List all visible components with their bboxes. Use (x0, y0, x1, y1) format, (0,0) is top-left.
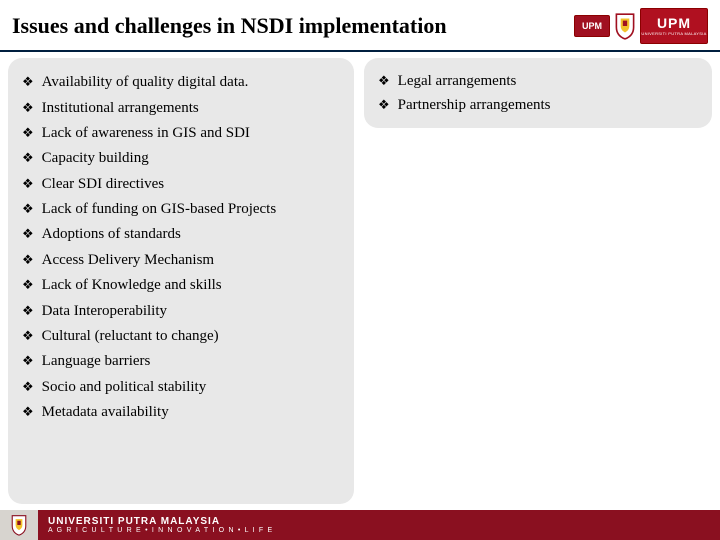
diamond-bullet-icon: ❖ (22, 149, 34, 167)
diamond-bullet-icon: ❖ (22, 200, 34, 218)
list-item-text: Lack of Knowledge and skills (42, 276, 222, 294)
diamond-bullet-icon: ❖ (22, 73, 34, 91)
right-panel: ❖ Legal arrangements ❖ Partnership arrangem… (364, 58, 712, 128)
list-item: ❖ Adoptions of standards (22, 225, 340, 243)
shield-logo-icon (614, 12, 636, 40)
list-item-text: Institutional arrangements (42, 99, 199, 117)
slide-content: ❖ Availability of quality digital data. ❖ I… (0, 52, 720, 500)
diamond-bullet-icon: ❖ (22, 403, 34, 421)
diamond-bullet-icon: ❖ (378, 72, 390, 90)
list-item-text: Lack of awareness in GIS and SDI (42, 124, 250, 142)
list-item: ❖ Availability of quality digital data. (22, 73, 340, 91)
upm-large-logo-icon: UPM UNIVERSITI PUTRA MALAYSIA (640, 8, 708, 44)
logo-group: UPM UPM UNIVERSITI PUTRA MALAYSIA (574, 8, 708, 44)
list-item-text: Cultural (reluctant to change) (42, 327, 219, 345)
footer-shield-box (0, 510, 38, 540)
diamond-bullet-icon: ❖ (378, 96, 390, 114)
list-item-text: Capacity building (42, 149, 149, 167)
list-item-text: Legal arrangements (398, 72, 517, 90)
list-item: ❖ Clear SDI directives (22, 175, 340, 193)
diamond-bullet-icon: ❖ (22, 175, 34, 193)
list-item-text: Lack of funding on GIS-based Projects (42, 200, 277, 218)
list-item-text: Access Delivery Mechanism (42, 251, 214, 269)
list-item: ❖ Lack of Knowledge and skills (22, 276, 340, 294)
diamond-bullet-icon: ❖ (22, 276, 34, 294)
left-panel: ❖ Availability of quality digital data. ❖ I… (8, 58, 354, 504)
list-item: ❖ Lack of funding on GIS-based Projects (22, 200, 340, 218)
upm-small-logo-icon: UPM (574, 15, 610, 37)
diamond-bullet-icon: ❖ (22, 99, 34, 117)
list-item-text: Availability of quality digital data. (42, 73, 249, 91)
diamond-bullet-icon: ❖ (22, 225, 34, 243)
diamond-bullet-icon: ❖ (22, 251, 34, 269)
list-item: ❖ Lack of awareness in GIS and SDI (22, 124, 340, 142)
list-item: ❖ Socio and political stability (22, 378, 340, 396)
footer-tagline: A G R I C U L T U R E • I N N O V A T I … (48, 527, 720, 535)
list-item: ❖ Data Interoperability (22, 302, 340, 320)
list-item: ❖ Institutional arrangements (22, 99, 340, 117)
slide-footer: UNIVERSITI PUTRA MALAYSIA A G R I C U L … (0, 510, 720, 540)
slide-header: Issues and challenges in NSDI implementa… (0, 0, 720, 52)
footer-text: UNIVERSITI PUTRA MALAYSIA A G R I C U L … (38, 510, 720, 540)
footer-university: UNIVERSITI PUTRA MALAYSIA (48, 516, 720, 527)
list-item-text: Language barriers (42, 352, 151, 370)
list-item-text: Socio and political stability (42, 378, 207, 396)
list-item-text: Metadata availability (42, 403, 169, 421)
diamond-bullet-icon: ❖ (22, 378, 34, 396)
list-item: ❖ Legal arrangements (378, 72, 698, 90)
diamond-bullet-icon: ❖ (22, 352, 34, 370)
upm-large-subtext: UNIVERSITI PUTRA MALAYSIA (641, 32, 706, 37)
list-item-text: Data Interoperability (42, 302, 167, 320)
slide-title: Issues and challenges in NSDI implementa… (12, 13, 447, 39)
list-item-text: Partnership arrangements (398, 96, 551, 114)
diamond-bullet-icon: ❖ (22, 124, 34, 142)
upm-large-text: UPM (657, 16, 691, 30)
list-item: ❖ Partnership arrangements (378, 96, 698, 114)
list-item-text: Clear SDI directives (42, 175, 164, 193)
diamond-bullet-icon: ❖ (22, 302, 34, 320)
list-item-text: Adoptions of standards (42, 225, 181, 243)
list-item: ❖ Language barriers (22, 352, 340, 370)
list-item: ❖ Metadata availability (22, 403, 340, 421)
diamond-bullet-icon: ❖ (22, 327, 34, 345)
list-item: ❖ Access Delivery Mechanism (22, 251, 340, 269)
list-item: ❖ Cultural (reluctant to change) (22, 327, 340, 345)
list-item: ❖ Capacity building (22, 149, 340, 167)
footer-shield-icon (10, 514, 28, 536)
